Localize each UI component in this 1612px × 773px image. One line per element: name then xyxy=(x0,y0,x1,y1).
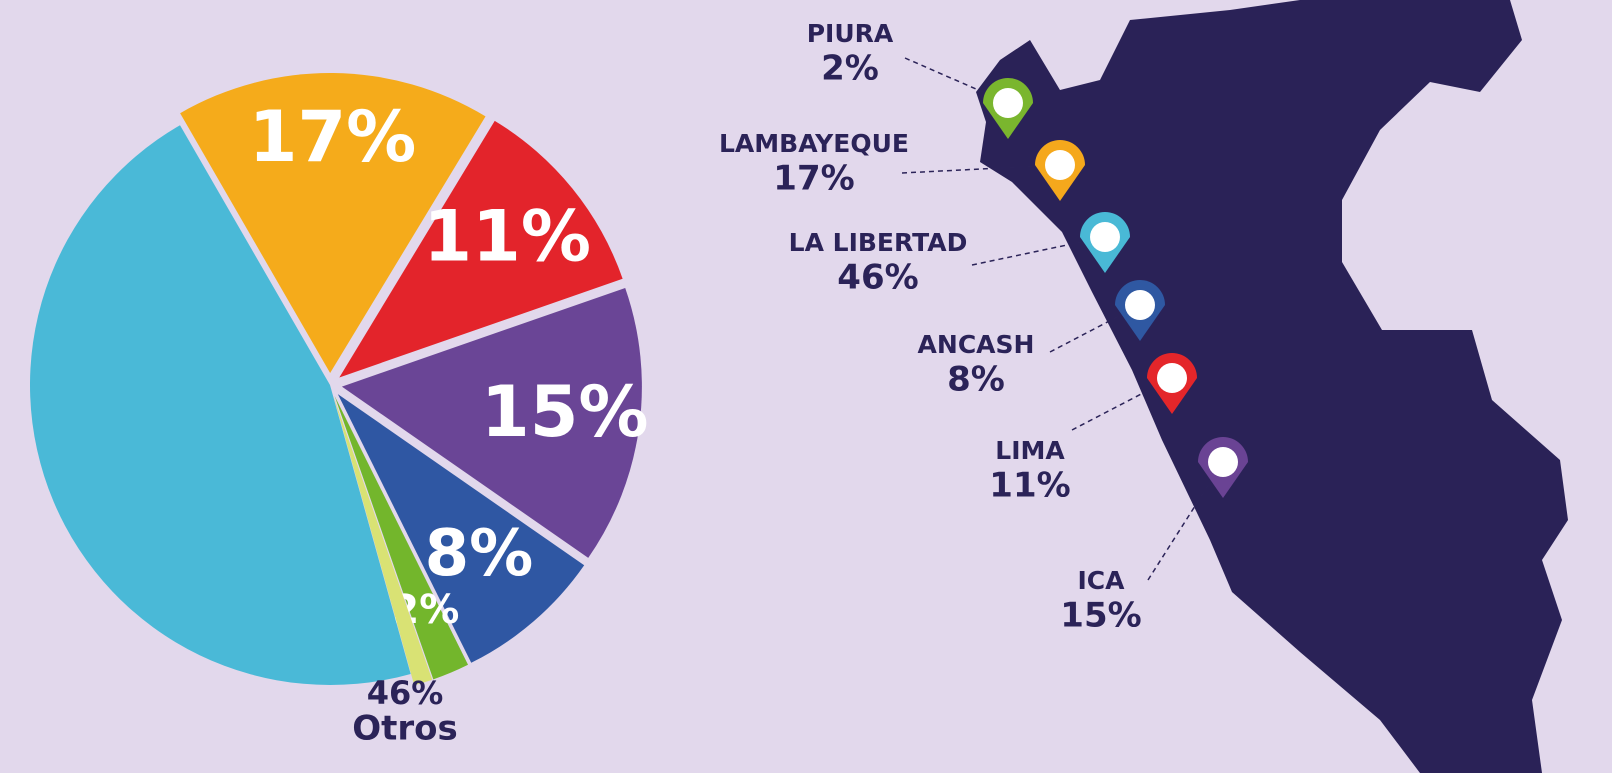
region-value: 8% xyxy=(947,360,1005,400)
slice-label: 17% xyxy=(249,96,417,178)
region-name: ICA xyxy=(1078,566,1126,595)
pie-slice xyxy=(333,396,433,686)
region-value: 2% xyxy=(821,49,879,89)
pie-chart: 17%11%15%8%2%1%46%Otros xyxy=(29,73,649,749)
region-name: ANCASH xyxy=(918,330,1035,359)
region-name: LA LIBERTAD xyxy=(789,228,968,257)
pin-center xyxy=(1125,290,1155,320)
pin-center xyxy=(1090,222,1120,252)
pin-center xyxy=(1208,447,1238,477)
pie-slice xyxy=(334,396,469,680)
slice-label: 11% xyxy=(423,196,591,278)
region-value: 46% xyxy=(837,258,918,298)
pie-slice xyxy=(341,287,642,558)
region-value: 17% xyxy=(773,159,854,199)
peru-map xyxy=(976,0,1568,773)
slice-label: 46% xyxy=(367,674,444,712)
region-value: 11% xyxy=(989,466,1070,506)
pie-slice xyxy=(180,73,486,374)
slice-label: 15% xyxy=(481,371,649,453)
pie-slice xyxy=(29,125,411,686)
pin-center xyxy=(1045,150,1075,180)
pin-center xyxy=(1157,363,1187,393)
map-shape xyxy=(976,0,1568,773)
region-name: PIURA xyxy=(807,19,894,48)
region-name: LAMBAYEQUE xyxy=(719,129,909,158)
slice-label: 8% xyxy=(425,517,534,591)
region-value: 15% xyxy=(1060,596,1141,636)
region-name: LIMA xyxy=(995,436,1065,465)
leader-line xyxy=(971,236,1106,266)
pie-slice xyxy=(339,120,623,378)
pin-center xyxy=(993,88,1023,118)
pie-slice xyxy=(337,394,585,663)
category-label: Otros xyxy=(352,709,458,749)
